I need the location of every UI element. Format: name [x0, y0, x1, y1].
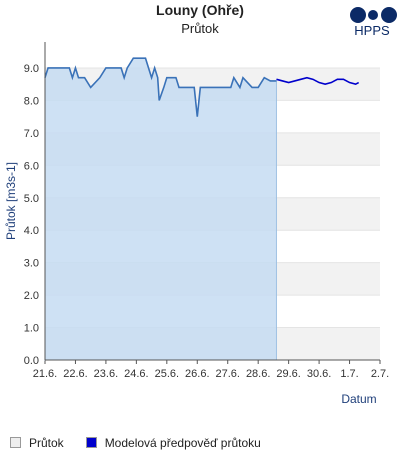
y-tick-label: 3.0: [24, 258, 39, 270]
x-tick-label: 29.6.: [276, 368, 300, 380]
y-tick-label: 1.0: [24, 323, 39, 335]
x-tick-label: 2.7.: [371, 368, 389, 380]
y-tick-label: 7.0: [24, 128, 39, 140]
area: [44, 57, 277, 361]
x-tick-label: 28.6.: [246, 368, 270, 380]
x-tick-label: 23.6.: [94, 368, 118, 380]
y-axis-label: Průtok [m3s-1]: [4, 162, 18, 240]
x-tick-label: 1.7.: [340, 368, 358, 380]
y-tick-label: 4.0: [24, 225, 39, 237]
x-axis-label: Datum: [341, 392, 376, 406]
y-tick-label: 0.0: [24, 355, 39, 367]
line: [44, 57, 277, 117]
y-tick-label: 8.0: [24, 95, 39, 107]
line: [276, 76, 360, 86]
legend-swatch: [85, 437, 97, 448]
chart-title: Louny (Ohře): [156, 2, 244, 18]
y-tick-label: 9.0: [24, 63, 39, 75]
chart: Louny (Ohře) Průtok HPPS Průtok [m3s-1] …: [4, 2, 397, 406]
x-tick-label: 30.6.: [307, 368, 331, 380]
legend-item[interactable]: Modelová předpověď průtoku: [85, 436, 261, 450]
logo-icon: [350, 7, 397, 23]
x-tick-label: 26.6.: [185, 368, 209, 380]
legend-label: Modelová předpověď průtoku: [104, 436, 261, 450]
y-tick-label: 6.0: [24, 160, 39, 172]
x-tick-label: 24.6.: [124, 368, 148, 380]
legend-label: Průtok: [29, 436, 64, 450]
x-tick-label: 27.6.: [215, 368, 239, 380]
y-tick-label: 5.0: [24, 193, 39, 205]
legend-item[interactable]: Průtok: [10, 436, 64, 450]
x-tick-label: 21.6.: [33, 368, 57, 380]
x-tick-label: 25.6.: [155, 368, 179, 380]
legend-swatch: [10, 437, 21, 448]
legend: Průtok Modelová předpověď průtoku: [10, 436, 261, 450]
chart-subtitle: Průtok: [181, 21, 219, 36]
y-tick-label: 2.0: [24, 290, 39, 302]
x-tick-label: 22.6.: [63, 368, 87, 380]
logo-text: HPPS: [354, 23, 390, 38]
